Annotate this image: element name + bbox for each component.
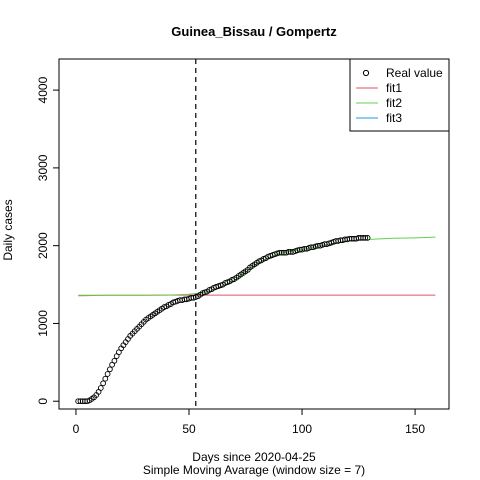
plot-area: [75, 59, 436, 409]
y-tick-label: 0: [36, 398, 50, 405]
x-tick-label: 100: [292, 422, 312, 436]
data-point: [107, 366, 113, 373]
legend-symbol-point: [362, 69, 370, 77]
data-point: [102, 375, 109, 382]
data-point: [201, 289, 208, 296]
x-axis-subtitle: Simple Moving Avarage (window size = 7): [143, 463, 365, 477]
data-point: [362, 235, 369, 241]
y-tick-label: 2000: [36, 232, 50, 259]
data-point: [111, 357, 118, 364]
data-point: [97, 385, 104, 391]
y-tick-label: 4000: [36, 76, 50, 103]
chart-title: Guinea_Bissau / Gompertz: [171, 24, 337, 39]
x-tick-label: 50: [182, 422, 196, 436]
x-axis-label: Days since 2020-04-25: [192, 450, 316, 464]
x-tick-label: 150: [405, 422, 425, 436]
data-point: [100, 380, 106, 387]
legend-label: fit3: [386, 111, 402, 125]
legend-label: fit1: [386, 81, 402, 95]
legend-box: [349, 58, 450, 132]
data-point: [364, 235, 371, 241]
y-tick-label: 1000: [36, 310, 50, 337]
y-tick-label: 3000: [36, 154, 50, 181]
x-tick-label: 0: [73, 422, 80, 436]
plot-frame: [58, 58, 450, 410]
data-point: [104, 371, 111, 377]
y-axis-label: Daily cases: [1, 199, 15, 260]
legend-label: Real value: [386, 66, 443, 80]
legend-label: fit2: [386, 96, 402, 110]
